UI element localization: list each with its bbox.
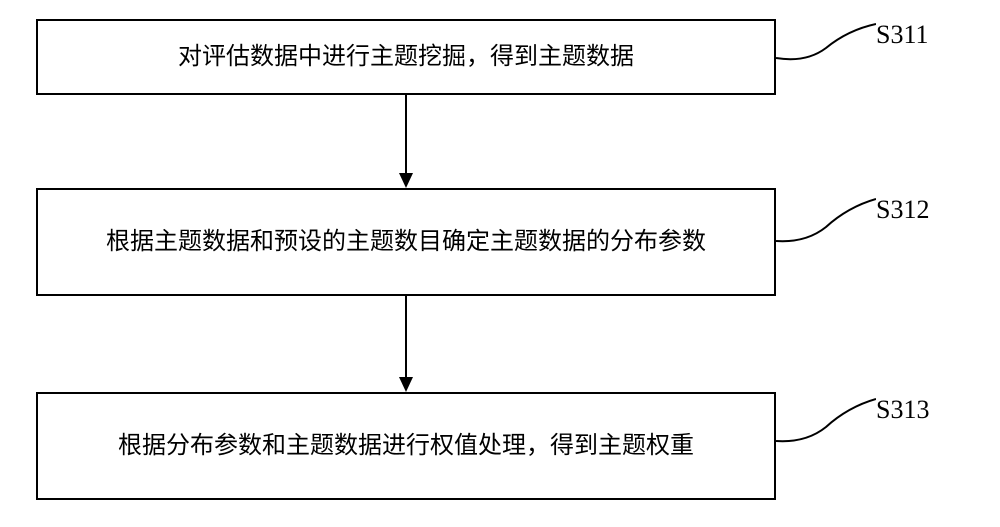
connector-curve-3 (776, 393, 876, 453)
step-text-2: 根据主题数据和预设的主题数目确定主题数据的分布参数 (106, 226, 706, 258)
step-label-1: S311 (876, 20, 929, 50)
connector-curve-2 (776, 193, 876, 253)
connector-curve-1 (776, 18, 876, 78)
arrow-2 (396, 296, 416, 392)
step-text-1: 对评估数据中进行主题挖掘，得到主题数据 (178, 41, 634, 73)
step-label-2: S312 (876, 195, 929, 225)
step-box-1: 对评估数据中进行主题挖掘，得到主题数据 (36, 19, 776, 95)
step-label-3: S313 (876, 395, 929, 425)
step-text-3: 根据分布参数和主题数据进行权值处理，得到主题权重 (118, 430, 694, 462)
arrow-1 (396, 95, 416, 188)
step-box-3: 根据分布参数和主题数据进行权值处理，得到主题权重 (36, 392, 776, 500)
step-box-2: 根据主题数据和预设的主题数目确定主题数据的分布参数 (36, 188, 776, 296)
